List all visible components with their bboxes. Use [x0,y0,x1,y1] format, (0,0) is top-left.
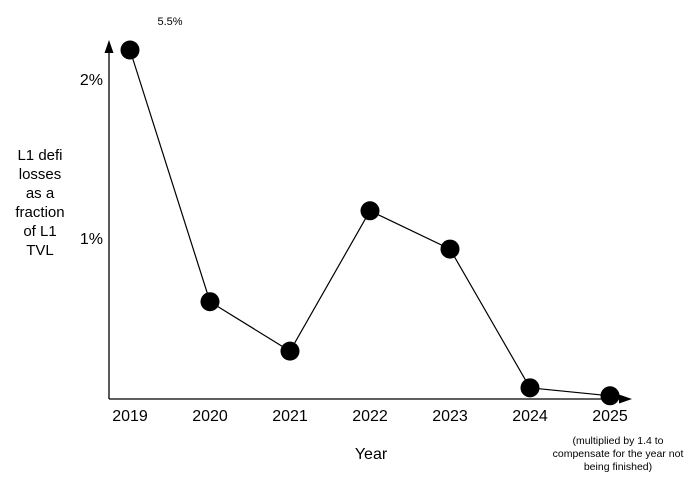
y-axis-title-line: TVL [26,242,54,259]
y-axis-title-line: fraction [15,204,65,221]
series-line [129,49,611,397]
y-axis-title-line: L1 defi [17,147,63,164]
data-point-2020 [200,292,220,312]
y-axis-title-line: of L1 [23,223,57,240]
footnote-line: being finished) [583,461,653,473]
x-tick-label-2020: 2020 [192,408,228,425]
data-point-2022 [360,201,380,221]
footnote: (multiplied by 1.4 to compensate for the… [538,435,698,474]
x-tick-label-2022: 2022 [352,408,388,425]
data-point-2024 [520,378,540,398]
y-axis-title-line: losses [18,166,62,183]
x-tick-label-2021: 2021 [272,408,308,425]
y-axis-title-line: as a [25,185,55,202]
data-point-2023 [440,239,460,259]
x-axis-arrowhead-icon [619,394,632,404]
y-tick-label-2pct: 2% [79,72,103,89]
y-tick-label-1pct: 1% [79,231,103,248]
x-tick-label-2024: 2024 [512,408,548,425]
x-tick-label-2023: 2023 [432,408,468,425]
x-axis-title: Year [354,446,388,463]
data-point-2025 [600,386,620,406]
x-tick-label-2025: 2025 [592,408,628,425]
data-point-2021 [280,341,300,361]
footnote-line: compensate for the year not [552,448,684,460]
x-tick-label-2019: 2019 [112,408,148,425]
point-annotation-5-5-percent: 5.5% [157,16,183,28]
y-axis-title: L1 defi losses as a fraction of L1 TVL [8,146,72,260]
data-point-2019 [120,40,140,60]
footnote-line: (multiplied by 1.4 to [572,435,664,447]
y-axis-arrowhead-icon [104,40,114,53]
